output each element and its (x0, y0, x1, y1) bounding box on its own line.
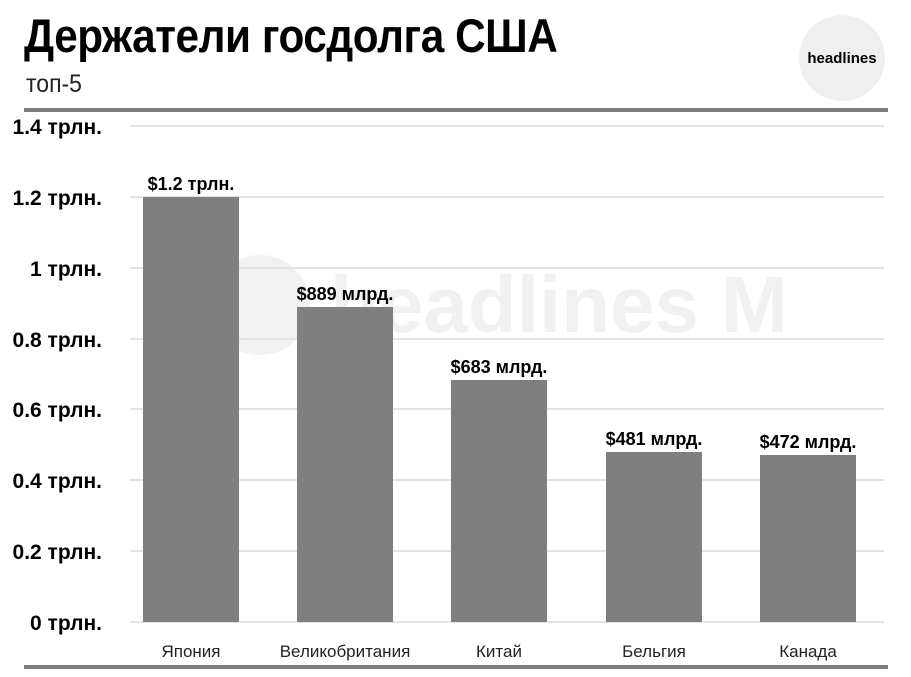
x-category-label: Бельгия (622, 642, 686, 661)
bar-value-label: $481 млрд. (605, 428, 703, 449)
gridline (130, 195, 884, 198)
gridline (130, 621, 884, 623)
gridline (130, 125, 884, 127)
y-tick-label: 0.6 трлн. (12, 399, 102, 423)
y-tick-label: 0.8 трлн. (12, 328, 102, 352)
bar (760, 454, 856, 622)
x-category-label: Великобритания (279, 642, 411, 661)
chart-title: Держатели госдолга США (24, 9, 558, 62)
y-tick-label: 0.4 трлн. (12, 470, 102, 494)
y-tick-label: 0.2 трлн. (12, 541, 102, 565)
logo-text: headlines (807, 49, 877, 67)
y-tick-label: 1.2 трлн. (12, 186, 102, 210)
plot-area: 0 трлн. 0.2 трлн. 0.4 трлн. 0.6 трлн. 0.8 тр… (13, 116, 884, 635)
top-divider (24, 108, 888, 112)
bar-value-label: $683 млрд. (450, 357, 548, 378)
bar (451, 380, 547, 622)
bar (297, 307, 393, 622)
x-category-label: Китай (476, 642, 522, 661)
x-category-label: Япония (161, 642, 221, 661)
gridline (130, 337, 884, 340)
chart-subtitle: топ-5 (26, 70, 82, 98)
gridline (130, 266, 884, 269)
bar-value-label: $1.2 трлн. (147, 173, 235, 194)
bottom-divider (24, 665, 888, 669)
y-tick-label: 0 трлн. (30, 612, 102, 635)
bar (606, 451, 702, 622)
bar-value-label: $889 млрд. (296, 284, 394, 305)
bar (143, 196, 239, 622)
bar-value-label: $472 млрд. (759, 431, 857, 452)
y-tick-label: 1.4 трлн. (12, 116, 102, 139)
headlines-logo: headlines (799, 15, 885, 101)
x-category-label: Канада (779, 642, 837, 661)
y-tick-label: 1 трлн. (30, 257, 102, 281)
